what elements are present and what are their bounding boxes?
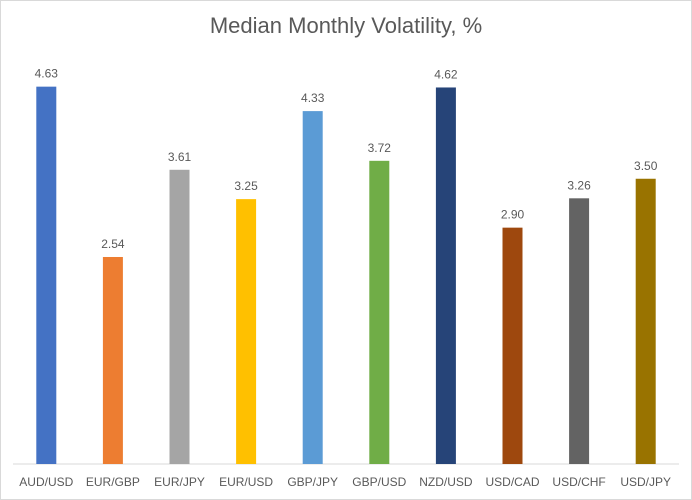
data-label: 2.54 [101,237,125,251]
x-tick-label: EUR/JPY [154,475,205,489]
bar-eur-gbp [102,256,123,464]
x-tick-label: GBP/USD [352,475,406,489]
bar-nzd-usd [435,87,456,464]
bar-usd-jpy [635,178,656,464]
data-label: 3.61 [168,150,192,164]
x-tick-label: NZD/USD [419,475,473,489]
data-label: 3.50 [634,159,658,173]
x-tick-label: GBP/JPY [287,475,338,489]
data-label: 3.25 [234,179,258,193]
data-label: 4.63 [35,67,59,81]
bar-gbp-jpy [302,111,323,464]
bar-eur-jpy [169,169,190,464]
chart-title: Median Monthly Volatility, % [209,13,483,38]
bar-eur-usd [236,199,257,464]
x-tick-label: USD/CAD [485,475,539,489]
data-label: 3.72 [368,141,392,155]
bar-aud-usd [36,86,57,464]
data-label: 2.90 [501,208,525,222]
data-label: 4.33 [301,91,325,105]
data-label: 4.62 [434,67,458,81]
x-tick-label: USD/CHF [552,475,605,489]
x-tick-label: USD/JPY [620,475,671,489]
bar-usd-cad [502,227,523,464]
bar-gbp-usd [369,160,390,464]
x-tick-label: EUR/GBP [86,475,140,489]
bar-usd-chf [569,198,590,464]
x-tick-label: EUR/USD [219,475,273,489]
x-tick-label: AUD/USD [19,475,73,489]
data-label: 3.26 [567,178,591,192]
